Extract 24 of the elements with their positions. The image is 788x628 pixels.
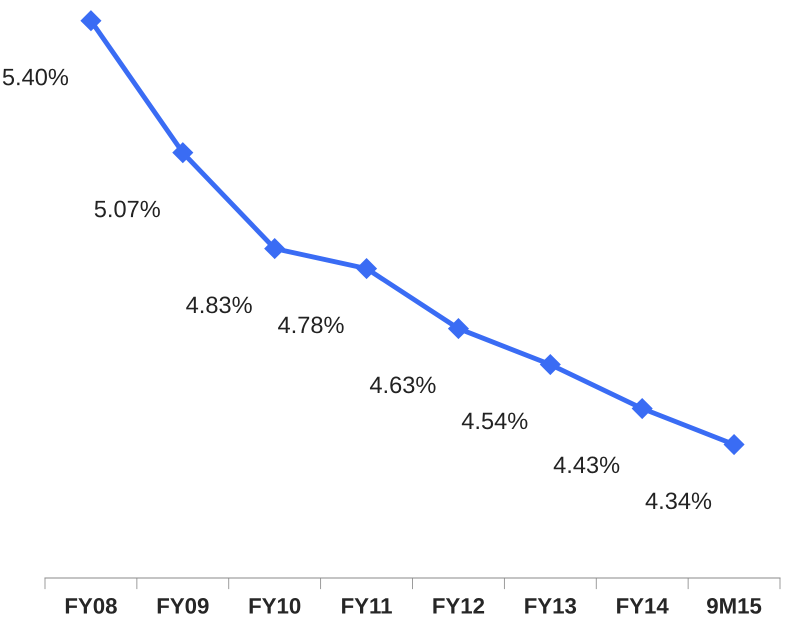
- point: [632, 398, 653, 419]
- data-label: 4.54%: [462, 412, 528, 430]
- data-label: 4.78%: [278, 316, 344, 334]
- point: [172, 142, 194, 163]
- data-label: 5.07%: [94, 200, 160, 218]
- point: [540, 354, 561, 375]
- x-tick-label: FY12: [433, 598, 484, 614]
- point: [448, 318, 469, 339]
- point: [724, 434, 744, 455]
- x-tick-label: FY13: [525, 598, 576, 614]
- x-tick-label: 9M15: [707, 598, 762, 614]
- data-label: 4.83%: [186, 296, 252, 314]
- point: [80, 10, 102, 32]
- x-tick-label: FY14: [617, 598, 669, 614]
- data-label: 4.43%: [554, 456, 620, 474]
- data-label: 4.34%: [646, 492, 712, 510]
- x-tick-label: FY10: [250, 598, 300, 614]
- x-tick-label: FY09: [158, 598, 209, 614]
- data-label: 4.63%: [370, 376, 436, 394]
- point: [264, 238, 286, 259]
- x-tick-label: FY11: [342, 598, 392, 614]
- x-tick-label: FY08: [66, 598, 117, 614]
- data-label: 5.40%: [2, 68, 68, 86]
- point: [356, 258, 377, 279]
